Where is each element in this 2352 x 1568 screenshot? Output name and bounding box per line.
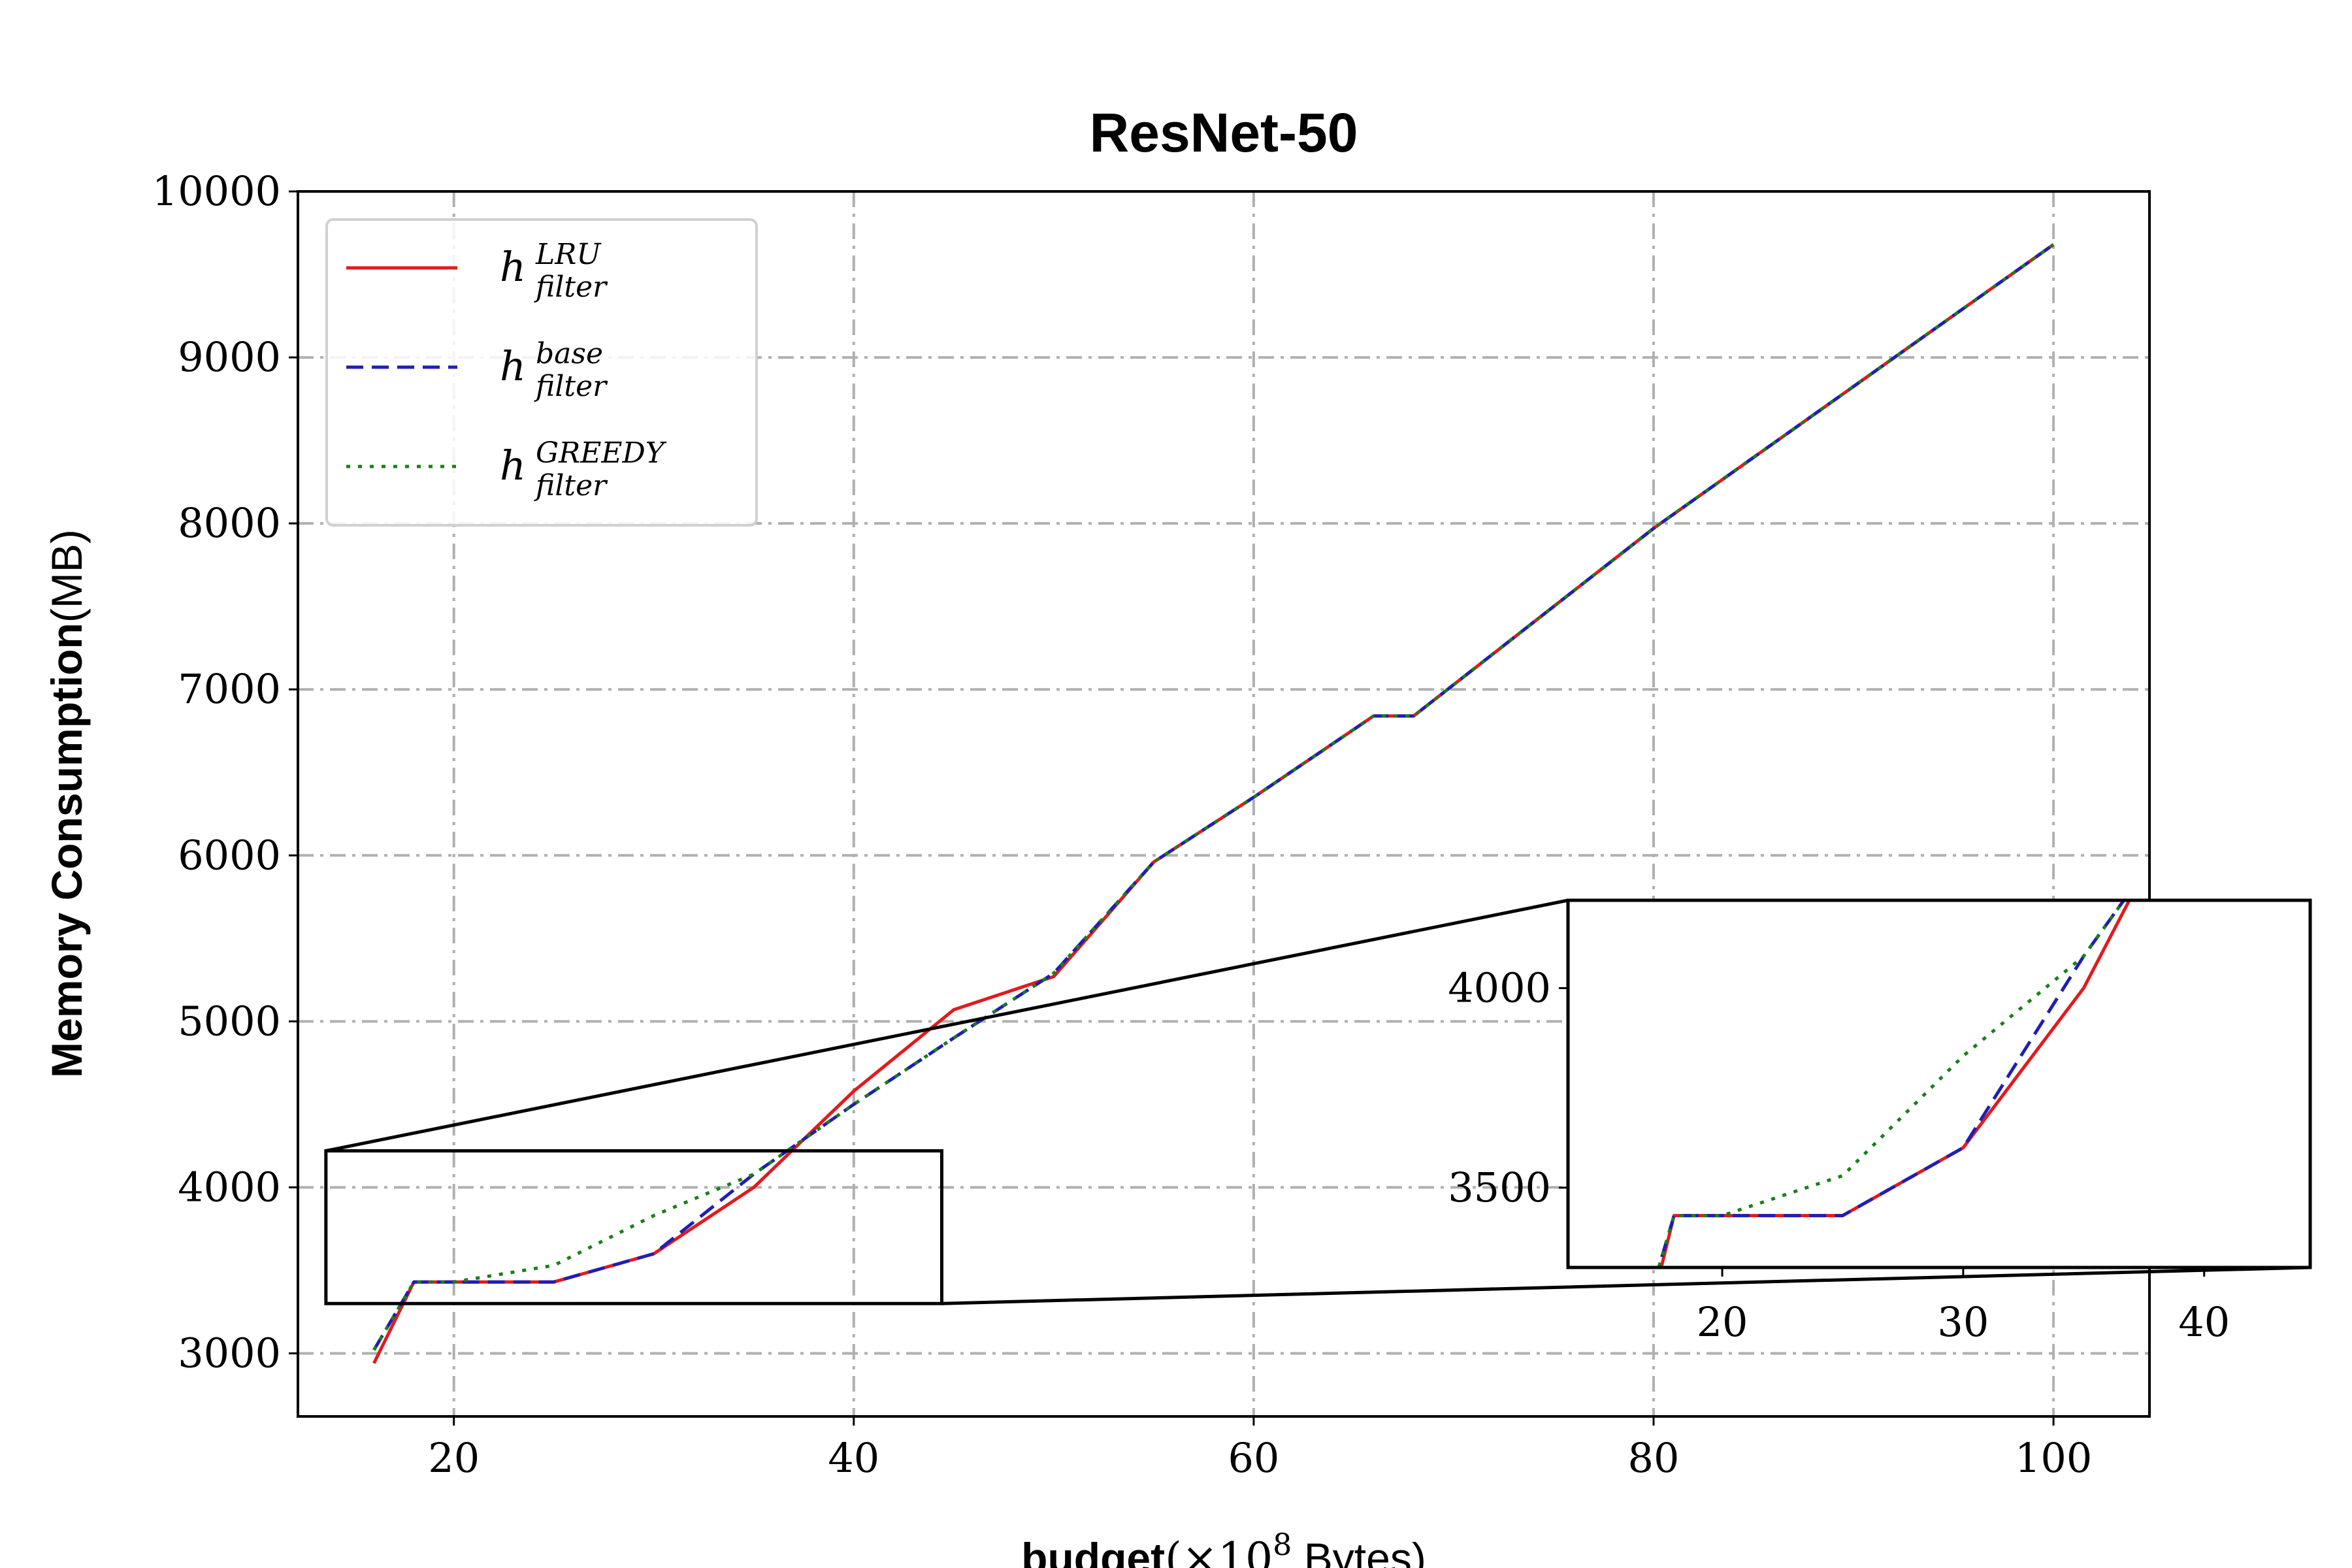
x-axis-label-exp: 8	[1273, 1527, 1292, 1562]
legend-sup-greedy: GREEDY	[536, 436, 667, 470]
y-axis-label: Memory Consumption(MB)	[42, 529, 91, 1078]
legend-label-greedy: h	[500, 442, 526, 489]
inset-y-tick-label: 4000	[1448, 964, 1551, 1011]
legend-sup-lru: LRU	[535, 238, 602, 271]
legend-sub-lru: filter	[534, 270, 608, 304]
y-tick-label: 6000	[178, 831, 281, 879]
inset-series-line-greedy	[1657, 900, 2126, 1267]
y-tick-label: 4000	[178, 1163, 281, 1211]
x-axis-label-rest: (×10	[1165, 1533, 1273, 1568]
x-axis-label: budget(×108 Bytes)	[1021, 1527, 1426, 1568]
y-tick-label: 5000	[178, 997, 281, 1045]
main-ticks: 20 40 60 80 100 3000 4000 5000 6000 7000 8000 9000 1…	[152, 167, 2093, 1482]
main-plot-frame	[297, 190, 2151, 1418]
x-tick-label: 20	[428, 1434, 480, 1482]
y-tick-label: 10000	[152, 167, 281, 215]
zoom-connector-top	[325, 898, 1569, 1152]
main-series	[372, 243, 2055, 1364]
x-tick-label: 80	[1628, 1434, 1680, 1482]
chart-title: ResNet-50	[1090, 102, 1358, 163]
x-tick-label: 60	[1228, 1434, 1279, 1482]
inset-x-tick-label: 40	[2178, 1298, 2230, 1346]
x-axis-label-unit: Bytes)	[1292, 1534, 1426, 1568]
legend-box	[325, 218, 758, 527]
inset-x-tick-label: 20	[1697, 1298, 1748, 1346]
y-axis-label-rest: (MB)	[42, 529, 91, 623]
inset-plot: 20 30 40 3500 4000	[1448, 898, 2312, 1346]
x-axis-label-bold: budget	[1021, 1534, 1165, 1568]
zoom-rectangle	[324, 1149, 943, 1305]
y-axis-label-bold: Memory Consumption	[42, 623, 91, 1078]
inset-x-tick-label: 30	[1937, 1298, 1989, 1346]
legend-sub-base: filter	[534, 370, 608, 403]
y-tick-label: 9000	[178, 333, 281, 381]
inset-background	[1568, 900, 2310, 1267]
legend-sub-greedy: filter	[534, 469, 608, 502]
x-tick-label: 100	[2015, 1434, 2092, 1482]
zoom-connector-bottom	[941, 1266, 2311, 1305]
y-tick-label: 8000	[178, 499, 281, 547]
legend-sup-base: base	[536, 337, 603, 370]
inset-y-tick-label: 3500	[1448, 1164, 1551, 1211]
y-tick-label: 7000	[178, 665, 281, 713]
y-tick-label: 3000	[178, 1329, 281, 1377]
zoom-region	[324, 898, 2311, 1305]
legend-label-base: h	[500, 342, 526, 390]
inset-frame	[1566, 898, 2312, 1269]
x-tick-label: 40	[828, 1434, 879, 1482]
inset-series	[1657, 900, 2132, 1267]
series-line-greedy	[372, 243, 2055, 1351]
legend-label-lru: h	[500, 243, 526, 291]
inset-series-line-base	[1657, 900, 2126, 1267]
